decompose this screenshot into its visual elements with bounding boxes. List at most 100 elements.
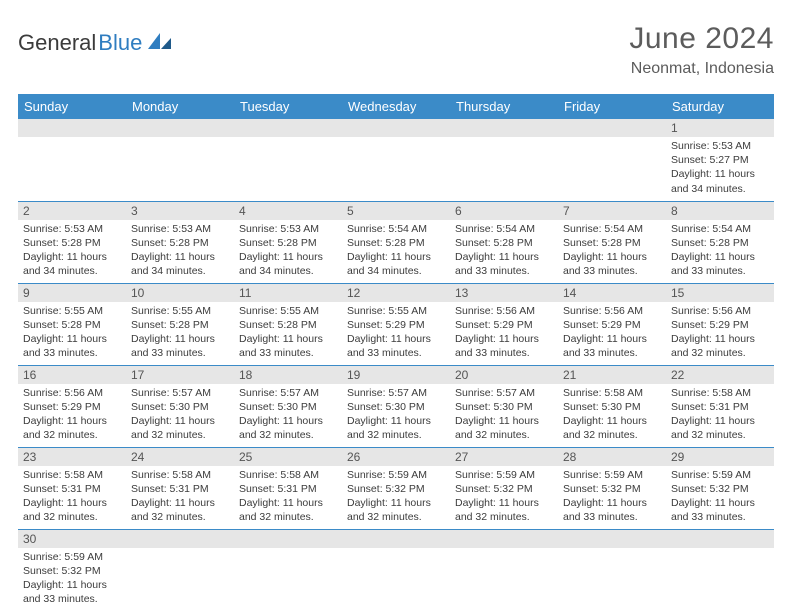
calendar-day-cell: 21Sunrise: 5:58 AMSunset: 5:30 PMDayligh… [558,365,666,447]
day-details: Sunrise: 5:59 AMSunset: 5:32 PMDaylight:… [450,466,558,529]
day-details: Sunrise: 5:59 AMSunset: 5:32 PMDaylight:… [666,466,774,529]
calendar-week-row: 2Sunrise: 5:53 AMSunset: 5:28 PMDaylight… [18,201,774,283]
calendar-day-cell: 13Sunrise: 5:56 AMSunset: 5:29 PMDayligh… [450,283,558,365]
day-number: 16 [18,366,126,384]
day-details: Sunrise: 5:57 AMSunset: 5:30 PMDaylight:… [450,384,558,447]
brand-word-1: General [18,30,96,56]
day-number: 8 [666,202,774,220]
calendar-day-cell [126,529,234,611]
day-number: 29 [666,448,774,466]
day-number: 17 [126,366,234,384]
calendar-day-cell [558,529,666,611]
day-details: Sunrise: 5:55 AMSunset: 5:28 PMDaylight:… [126,302,234,365]
day-number: 6 [450,202,558,220]
calendar-day-cell [126,119,234,201]
day-number [450,119,558,137]
calendar-day-cell: 30Sunrise: 5:59 AMSunset: 5:32 PMDayligh… [18,529,126,611]
calendar-day-cell: 7Sunrise: 5:54 AMSunset: 5:28 PMDaylight… [558,201,666,283]
day-details: Sunrise: 5:57 AMSunset: 5:30 PMDaylight:… [126,384,234,447]
calendar-week-row: 16Sunrise: 5:56 AMSunset: 5:29 PMDayligh… [18,365,774,447]
day-number: 28 [558,448,666,466]
brand-sail-icon [147,31,173,56]
day-details: Sunrise: 5:58 AMSunset: 5:30 PMDaylight:… [558,384,666,447]
calendar-week-row: 9Sunrise: 5:55 AMSunset: 5:28 PMDaylight… [18,283,774,365]
title-block: June 2024 Neonmat, Indonesia [629,22,774,78]
day-number [126,119,234,137]
day-details: Sunrise: 5:59 AMSunset: 5:32 PMDaylight:… [18,548,126,611]
day-details: Sunrise: 5:53 AMSunset: 5:28 PMDaylight:… [234,220,342,283]
day-details: Sunrise: 5:55 AMSunset: 5:28 PMDaylight:… [234,302,342,365]
calendar-day-cell: 8Sunrise: 5:54 AMSunset: 5:28 PMDaylight… [666,201,774,283]
day-details [234,548,342,554]
day-details [450,548,558,554]
calendar-day-cell: 27Sunrise: 5:59 AMSunset: 5:32 PMDayligh… [450,447,558,529]
day-number: 22 [666,366,774,384]
day-number: 3 [126,202,234,220]
day-number: 23 [18,448,126,466]
day-details: Sunrise: 5:53 AMSunset: 5:28 PMDaylight:… [18,220,126,283]
day-number: 15 [666,284,774,302]
day-details: Sunrise: 5:54 AMSunset: 5:28 PMDaylight:… [558,220,666,283]
calendar-day-cell [450,529,558,611]
day-details: Sunrise: 5:59 AMSunset: 5:32 PMDaylight:… [558,466,666,529]
day-number [342,530,450,548]
day-number: 11 [234,284,342,302]
calendar-day-cell [558,119,666,201]
day-details: Sunrise: 5:58 AMSunset: 5:31 PMDaylight:… [234,466,342,529]
calendar-day-cell: 5Sunrise: 5:54 AMSunset: 5:28 PMDaylight… [342,201,450,283]
day-details: Sunrise: 5:56 AMSunset: 5:29 PMDaylight:… [450,302,558,365]
calendar-day-cell: 15Sunrise: 5:56 AMSunset: 5:29 PMDayligh… [666,283,774,365]
calendar-body: 1Sunrise: 5:53 AMSunset: 5:27 PMDaylight… [18,119,774,611]
day-number [558,119,666,137]
day-details: Sunrise: 5:58 AMSunset: 5:31 PMDaylight:… [126,466,234,529]
day-details: Sunrise: 5:53 AMSunset: 5:27 PMDaylight:… [666,137,774,200]
calendar-week-row: 1Sunrise: 5:53 AMSunset: 5:27 PMDaylight… [18,119,774,201]
weekday-header: Sunday [18,94,126,119]
weekday-header-row: SundayMondayTuesdayWednesdayThursdayFrid… [18,94,774,119]
weekday-header: Thursday [450,94,558,119]
weekday-header: Monday [126,94,234,119]
calendar-day-cell: 17Sunrise: 5:57 AMSunset: 5:30 PMDayligh… [126,365,234,447]
day-details [18,137,126,143]
day-details: Sunrise: 5:56 AMSunset: 5:29 PMDaylight:… [666,302,774,365]
day-details [666,548,774,554]
day-number: 4 [234,202,342,220]
day-number: 19 [342,366,450,384]
calendar-day-cell: 11Sunrise: 5:55 AMSunset: 5:28 PMDayligh… [234,283,342,365]
day-details [342,137,450,143]
day-details [126,137,234,143]
day-details [234,137,342,143]
day-number: 10 [126,284,234,302]
calendar-day-cell: 2Sunrise: 5:53 AMSunset: 5:28 PMDaylight… [18,201,126,283]
calendar-day-cell: 10Sunrise: 5:55 AMSunset: 5:28 PMDayligh… [126,283,234,365]
calendar-day-cell [234,529,342,611]
day-number: 7 [558,202,666,220]
calendar-day-cell: 18Sunrise: 5:57 AMSunset: 5:30 PMDayligh… [234,365,342,447]
day-number [342,119,450,137]
calendar-day-cell: 4Sunrise: 5:53 AMSunset: 5:28 PMDaylight… [234,201,342,283]
day-number: 2 [18,202,126,220]
day-number: 20 [450,366,558,384]
brand-logo: General Blue [18,22,173,56]
weekday-header: Tuesday [234,94,342,119]
weekday-header: Wednesday [342,94,450,119]
calendar-day-cell: 12Sunrise: 5:55 AMSunset: 5:29 PMDayligh… [342,283,450,365]
day-number: 13 [450,284,558,302]
calendar-day-cell: 25Sunrise: 5:58 AMSunset: 5:31 PMDayligh… [234,447,342,529]
day-details: Sunrise: 5:57 AMSunset: 5:30 PMDaylight:… [234,384,342,447]
calendar-day-cell: 19Sunrise: 5:57 AMSunset: 5:30 PMDayligh… [342,365,450,447]
brand-word-2: Blue [98,30,142,56]
day-details: Sunrise: 5:59 AMSunset: 5:32 PMDaylight:… [342,466,450,529]
calendar-day-cell [450,119,558,201]
day-number: 26 [342,448,450,466]
month-title: June 2024 [629,22,774,56]
calendar-day-cell: 14Sunrise: 5:56 AMSunset: 5:29 PMDayligh… [558,283,666,365]
calendar-day-cell: 3Sunrise: 5:53 AMSunset: 5:28 PMDaylight… [126,201,234,283]
day-number: 25 [234,448,342,466]
day-details: Sunrise: 5:56 AMSunset: 5:29 PMDaylight:… [558,302,666,365]
calendar-day-cell: 23Sunrise: 5:58 AMSunset: 5:31 PMDayligh… [18,447,126,529]
day-number: 5 [342,202,450,220]
day-number [126,530,234,548]
day-details: Sunrise: 5:58 AMSunset: 5:31 PMDaylight:… [18,466,126,529]
weekday-header: Friday [558,94,666,119]
